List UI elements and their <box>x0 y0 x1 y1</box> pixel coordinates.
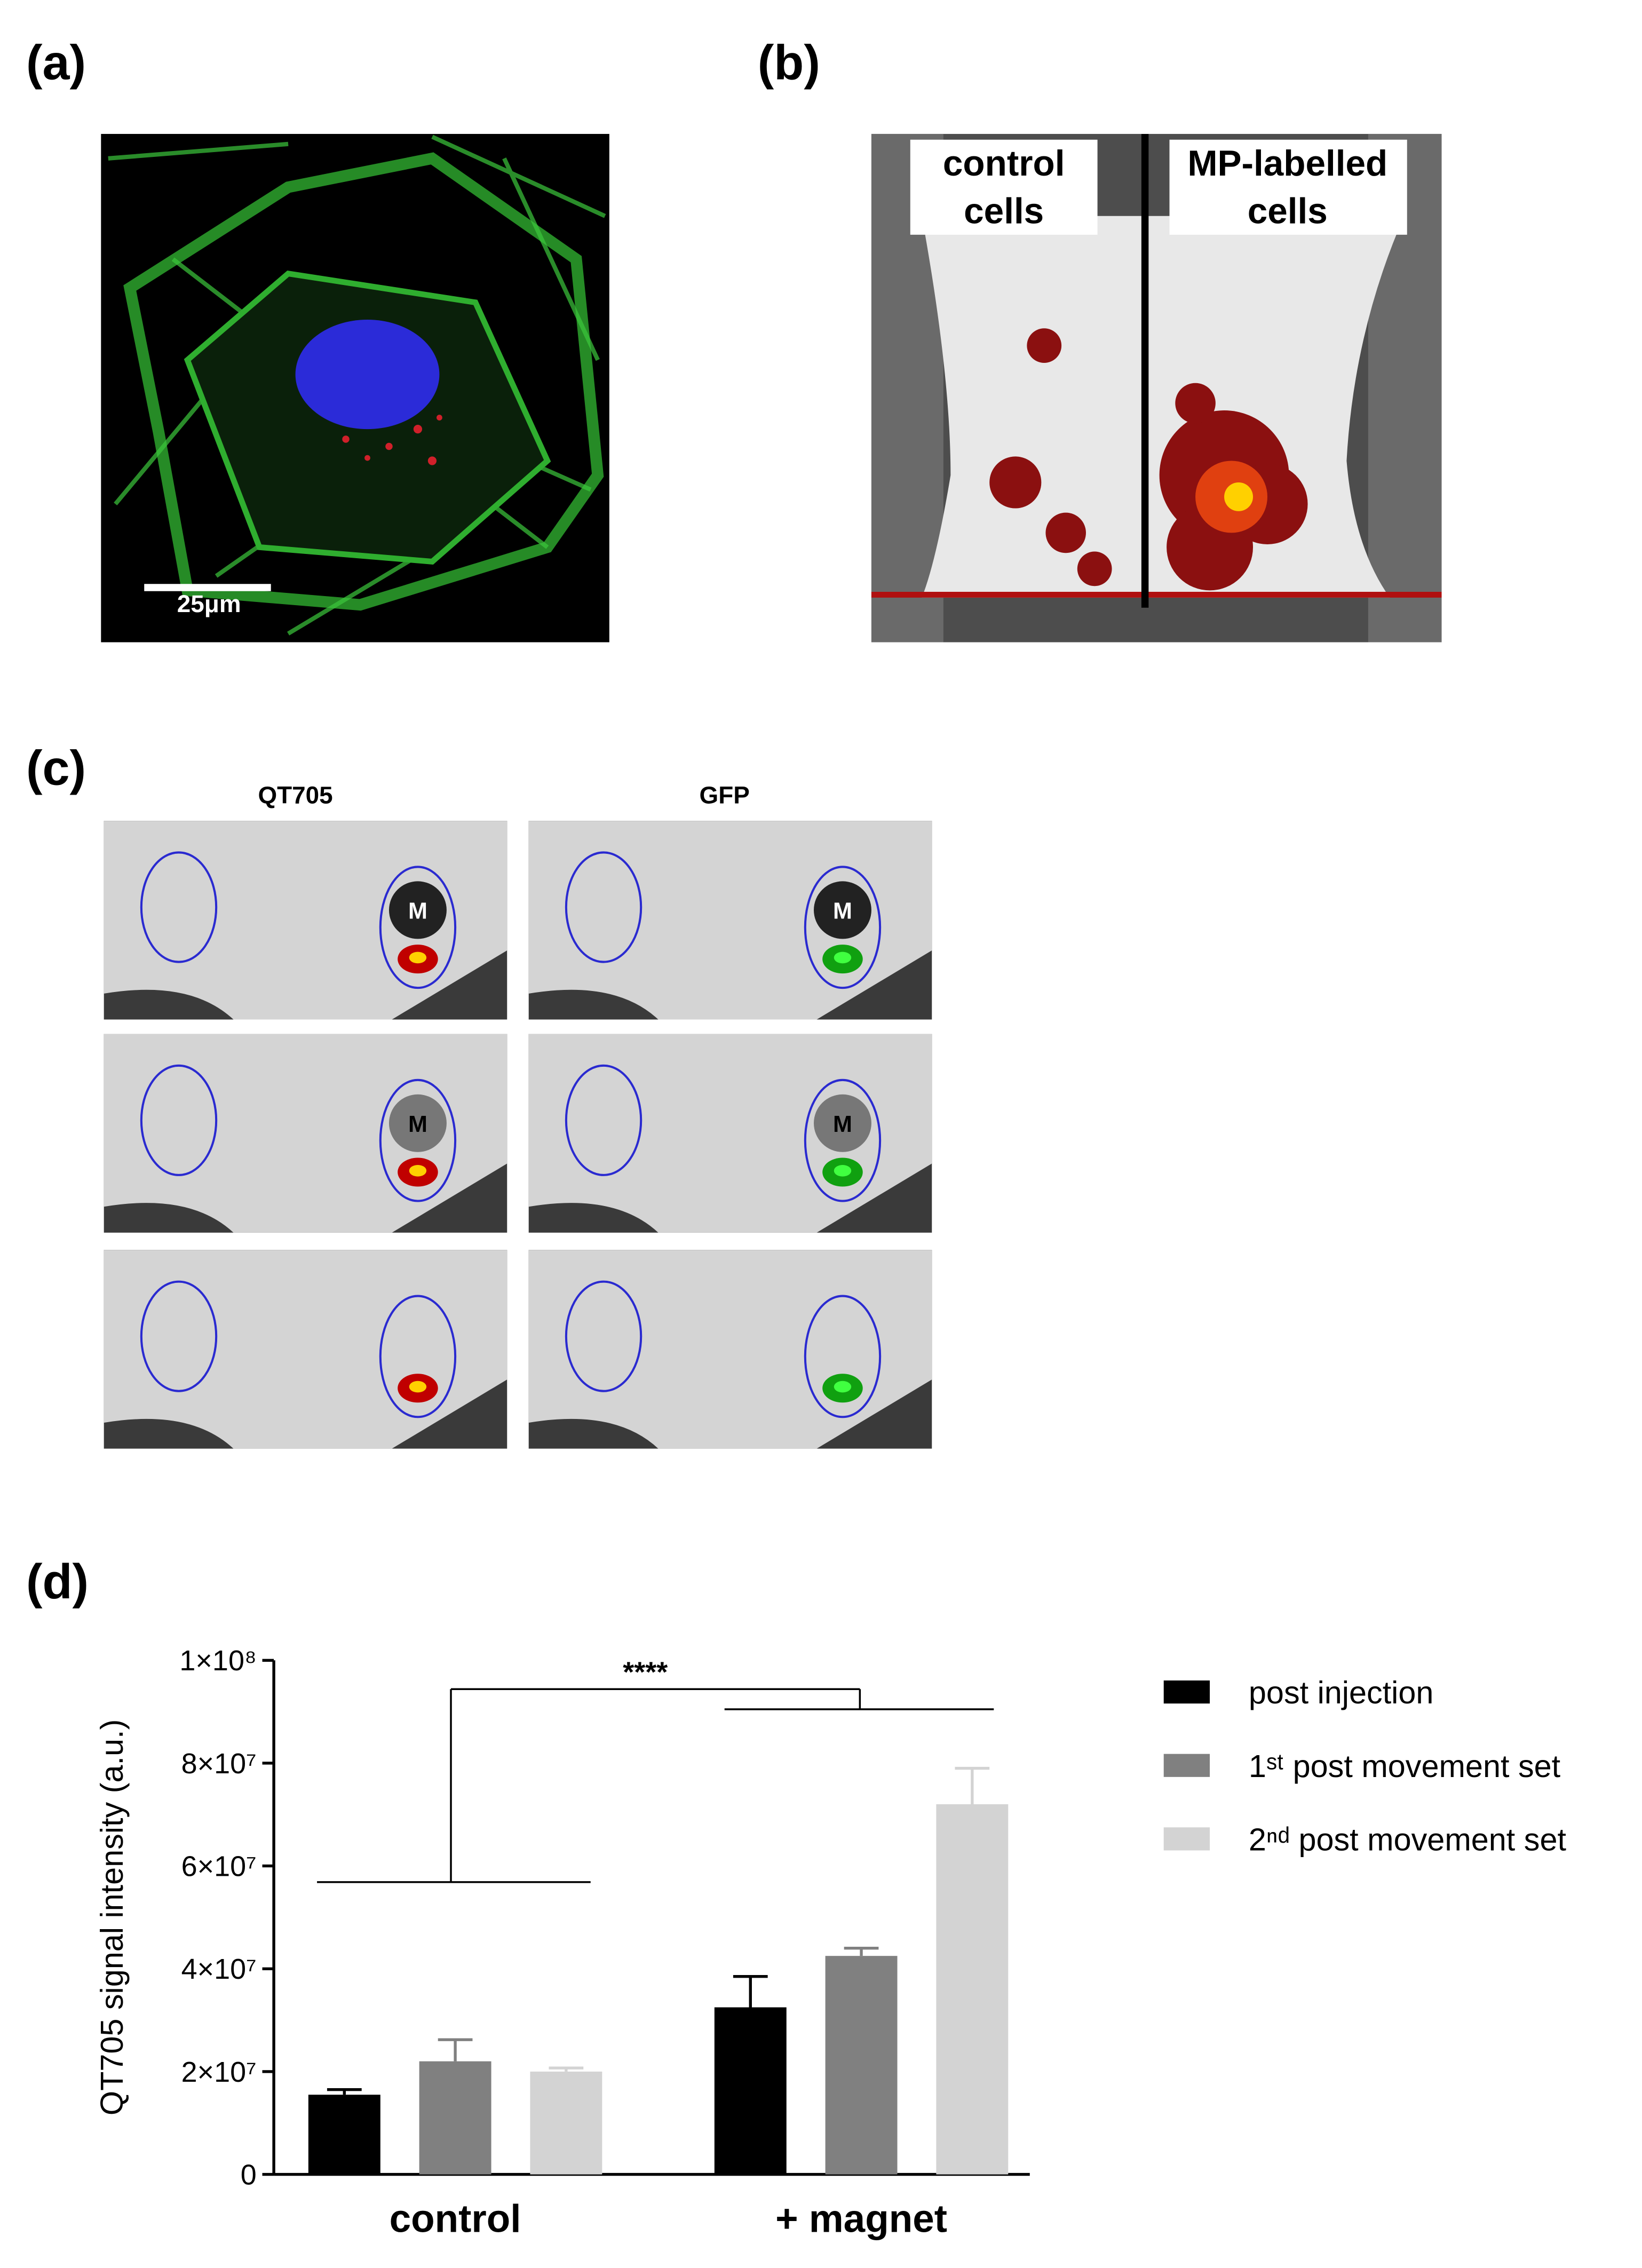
magnet-label: M <box>408 1112 427 1137</box>
image-label: cells <box>1248 191 1328 231</box>
roi <box>379 1295 457 1418</box>
tile: M <box>528 1034 932 1233</box>
legend-swatch <box>1163 1754 1210 1777</box>
panel-label: (b) <box>758 35 820 90</box>
legend-swatch <box>1163 1680 1210 1704</box>
imaging-panel: M M M M <box>104 821 932 1449</box>
chart: 0 2×10⁷ 4×10⁷ 6×10⁷ 8×10⁷ 1×10⁸ QT705 signal i… <box>94 1645 1567 2240</box>
tile: M <box>104 1034 507 1233</box>
magnet <box>814 881 871 939</box>
roi <box>379 866 457 989</box>
signal <box>834 1381 852 1393</box>
roi <box>565 1064 642 1176</box>
y-tick-label: 8×10⁷ <box>181 1748 257 1780</box>
micrograph: 25μm <box>101 133 609 643</box>
roi <box>565 1280 642 1392</box>
roi <box>804 1079 882 1202</box>
legend-swatch <box>1163 1827 1210 1851</box>
tile: M <box>528 821 932 1020</box>
signal <box>834 1165 852 1177</box>
panel-label: (c) <box>26 741 86 796</box>
signal <box>409 1165 427 1177</box>
tile <box>104 1250 507 1449</box>
roi <box>804 1295 882 1418</box>
image-label: cells <box>964 191 1044 231</box>
y-tick-label: 1×10⁸ <box>179 1645 256 1677</box>
roi <box>140 1064 218 1176</box>
panel-label: (a) <box>26 35 86 90</box>
tile: M <box>104 821 507 1020</box>
signal <box>409 951 427 964</box>
y-tick-label: 2×10⁷ <box>181 2056 257 2088</box>
bar <box>530 2071 602 2175</box>
legend-label: 1ˢᵗ post movement set <box>1249 1748 1561 1784</box>
roi <box>140 851 218 963</box>
y-tick-label: 6×10⁷ <box>181 1850 257 1882</box>
bar <box>825 1956 898 2175</box>
signal <box>834 951 852 964</box>
roi <box>379 1079 457 1202</box>
mri-image: control cells MP-labelled cells <box>871 133 1442 643</box>
signal <box>409 1381 427 1393</box>
legend-label: 2ⁿᵈ post movement set <box>1249 1821 1567 1857</box>
magnet <box>388 1094 447 1152</box>
column-title: GFP <box>700 781 750 809</box>
legend-label: post injection <box>1249 1675 1433 1710</box>
tile <box>528 1250 932 1449</box>
image-label: control <box>943 144 1065 184</box>
magnet <box>814 1094 871 1152</box>
magnet-label: M <box>833 1112 852 1137</box>
bar <box>308 2095 380 2175</box>
magnet-label: M <box>833 899 852 924</box>
bar <box>419 2061 491 2175</box>
y-tick-label: 4×10⁷ <box>181 1953 257 1985</box>
bar <box>936 1804 1009 2175</box>
roi <box>140 1280 218 1392</box>
scale-bar-label: 25μm <box>177 590 241 617</box>
y-axis-label: QT705 signal intensity (a.u.) <box>94 1719 130 2115</box>
roi <box>565 851 642 963</box>
x-tick-label: control <box>390 2198 521 2241</box>
magnet-label: M <box>408 899 427 924</box>
roi <box>804 866 882 989</box>
image-label: MP-labelled <box>1187 144 1387 184</box>
panel-label: (d) <box>26 1555 89 1609</box>
y-tick-label: 0 <box>241 2159 257 2191</box>
magnet <box>388 881 447 939</box>
significance: **** <box>623 1656 668 1688</box>
bar <box>714 2007 787 2175</box>
column-title: QT705 <box>258 781 332 809</box>
x-tick-label: + magnet <box>775 2198 947 2241</box>
